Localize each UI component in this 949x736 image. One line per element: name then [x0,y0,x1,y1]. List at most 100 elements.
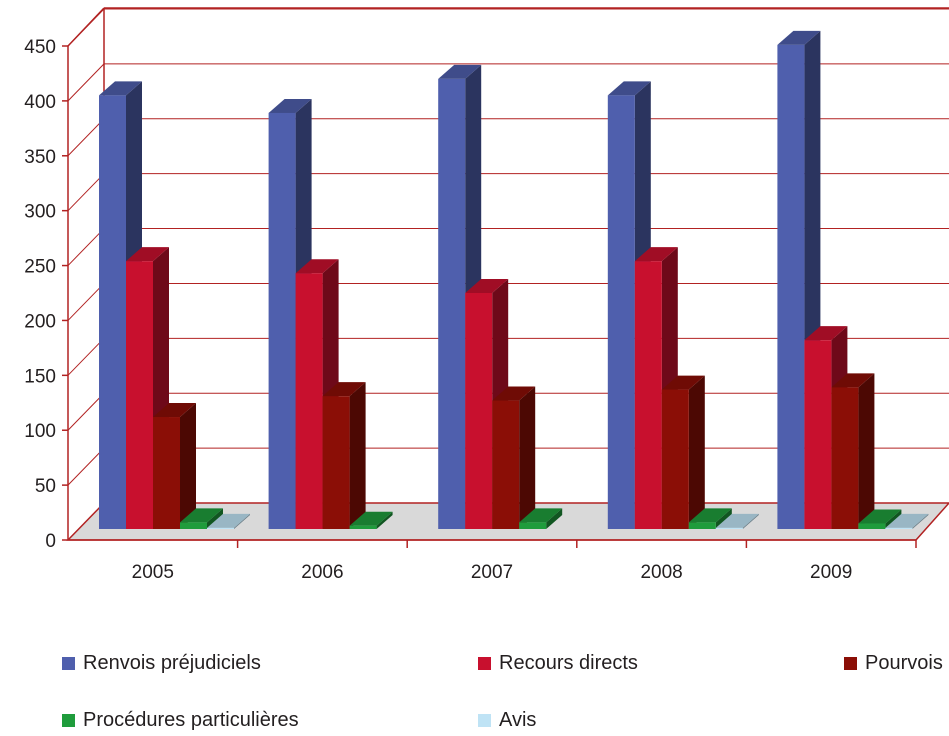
bar-front [492,400,520,529]
bar [180,508,223,529]
y-tick-label: 100 [24,421,56,442]
bar-top [153,403,196,418]
bar [519,508,563,529]
bar-top [804,326,848,341]
bar [322,382,366,529]
bar-side [885,509,902,529]
bar-front [885,527,913,529]
gridline-side [67,283,105,321]
bar-front [858,523,886,529]
bar [153,403,196,529]
bar-top [207,513,250,528]
bar-top [661,375,705,390]
bar-top [607,81,651,96]
bar-top [519,508,563,523]
side-wall-top [67,7,105,47]
y-tick-label: 250 [24,257,56,278]
x-tick-label: 2008 [640,562,682,583]
bar-front [180,522,207,529]
gridline-side [67,447,105,486]
bar-front [688,522,716,529]
bar-side [376,511,393,529]
bar [492,386,536,529]
bar-front [99,95,126,529]
bar-front [295,273,323,529]
bar-front [438,78,466,530]
bar-side [519,386,536,529]
gridline-side [67,228,105,266]
gridline-side [67,118,105,157]
bar-side [349,382,366,529]
bar-front [207,527,234,529]
bar [349,511,393,529]
gridline-side [67,392,105,431]
bar-top [295,259,339,274]
bar-top [831,373,875,388]
x-tick-label: 2009 [810,562,852,583]
y-axis-ticks: 0 50 100 150 200 250 300 350 400 450 [24,37,56,552]
bar-top [438,64,482,79]
bar-side [688,375,705,529]
bar [831,373,875,529]
bar-side [912,513,929,529]
bar-top [99,81,142,96]
axes [62,7,917,548]
bar-front [465,292,493,529]
bar-front [153,417,180,529]
bar-front [661,389,689,529]
bar-top [688,508,732,523]
bar-top [777,30,821,45]
y-tick-label: 50 [35,476,56,497]
bar-top [126,247,169,262]
bar-side [546,508,563,529]
bar-front [126,261,153,529]
bar-side [742,513,759,529]
x-tick-label: 2007 [471,562,513,583]
bar-top [322,382,366,397]
bar-front [634,261,662,529]
x-tick-label: 2006 [301,562,343,583]
gridline-side [67,173,105,212]
y-tick-label: 200 [24,311,56,332]
bar-side [234,513,250,529]
y-tick-label: 400 [24,92,56,113]
bar [207,513,250,529]
bar-top [349,511,393,526]
bar-front [804,340,832,529]
bar-front [607,95,635,529]
bar-front [349,525,377,529]
bar-top [858,509,902,524]
y-tick-label: 300 [24,202,56,223]
gridline-side [67,63,105,102]
y-tick-label: 0 [45,531,56,552]
bar-side [715,508,732,529]
y-tick-label: 150 [24,366,56,387]
bar [715,513,759,529]
bar-top [268,98,312,113]
bar-front [777,44,805,529]
bars [99,30,929,530]
bar-front [519,522,547,529]
y-tick-label: 450 [24,37,56,58]
x-axis-ticks: 2005 2006 2007 2008 2009 [132,562,853,583]
gridline-side [67,337,105,376]
bar-top [715,513,759,528]
bar-top [492,386,536,401]
bar-top [885,513,929,528]
bar [688,508,732,529]
bar-front [322,396,350,529]
bar [661,375,705,529]
bar-side [858,373,875,529]
bar-front [268,112,296,529]
bar-top [634,247,678,262]
bar-side [180,403,196,529]
x-tick-label: 2005 [132,562,174,583]
bar-top [180,508,223,523]
bar [858,509,902,529]
bar-top [465,278,509,293]
y-tick-label: 350 [24,147,56,168]
bar [885,513,929,529]
bar-front [831,387,859,529]
bar-front [715,527,743,529]
